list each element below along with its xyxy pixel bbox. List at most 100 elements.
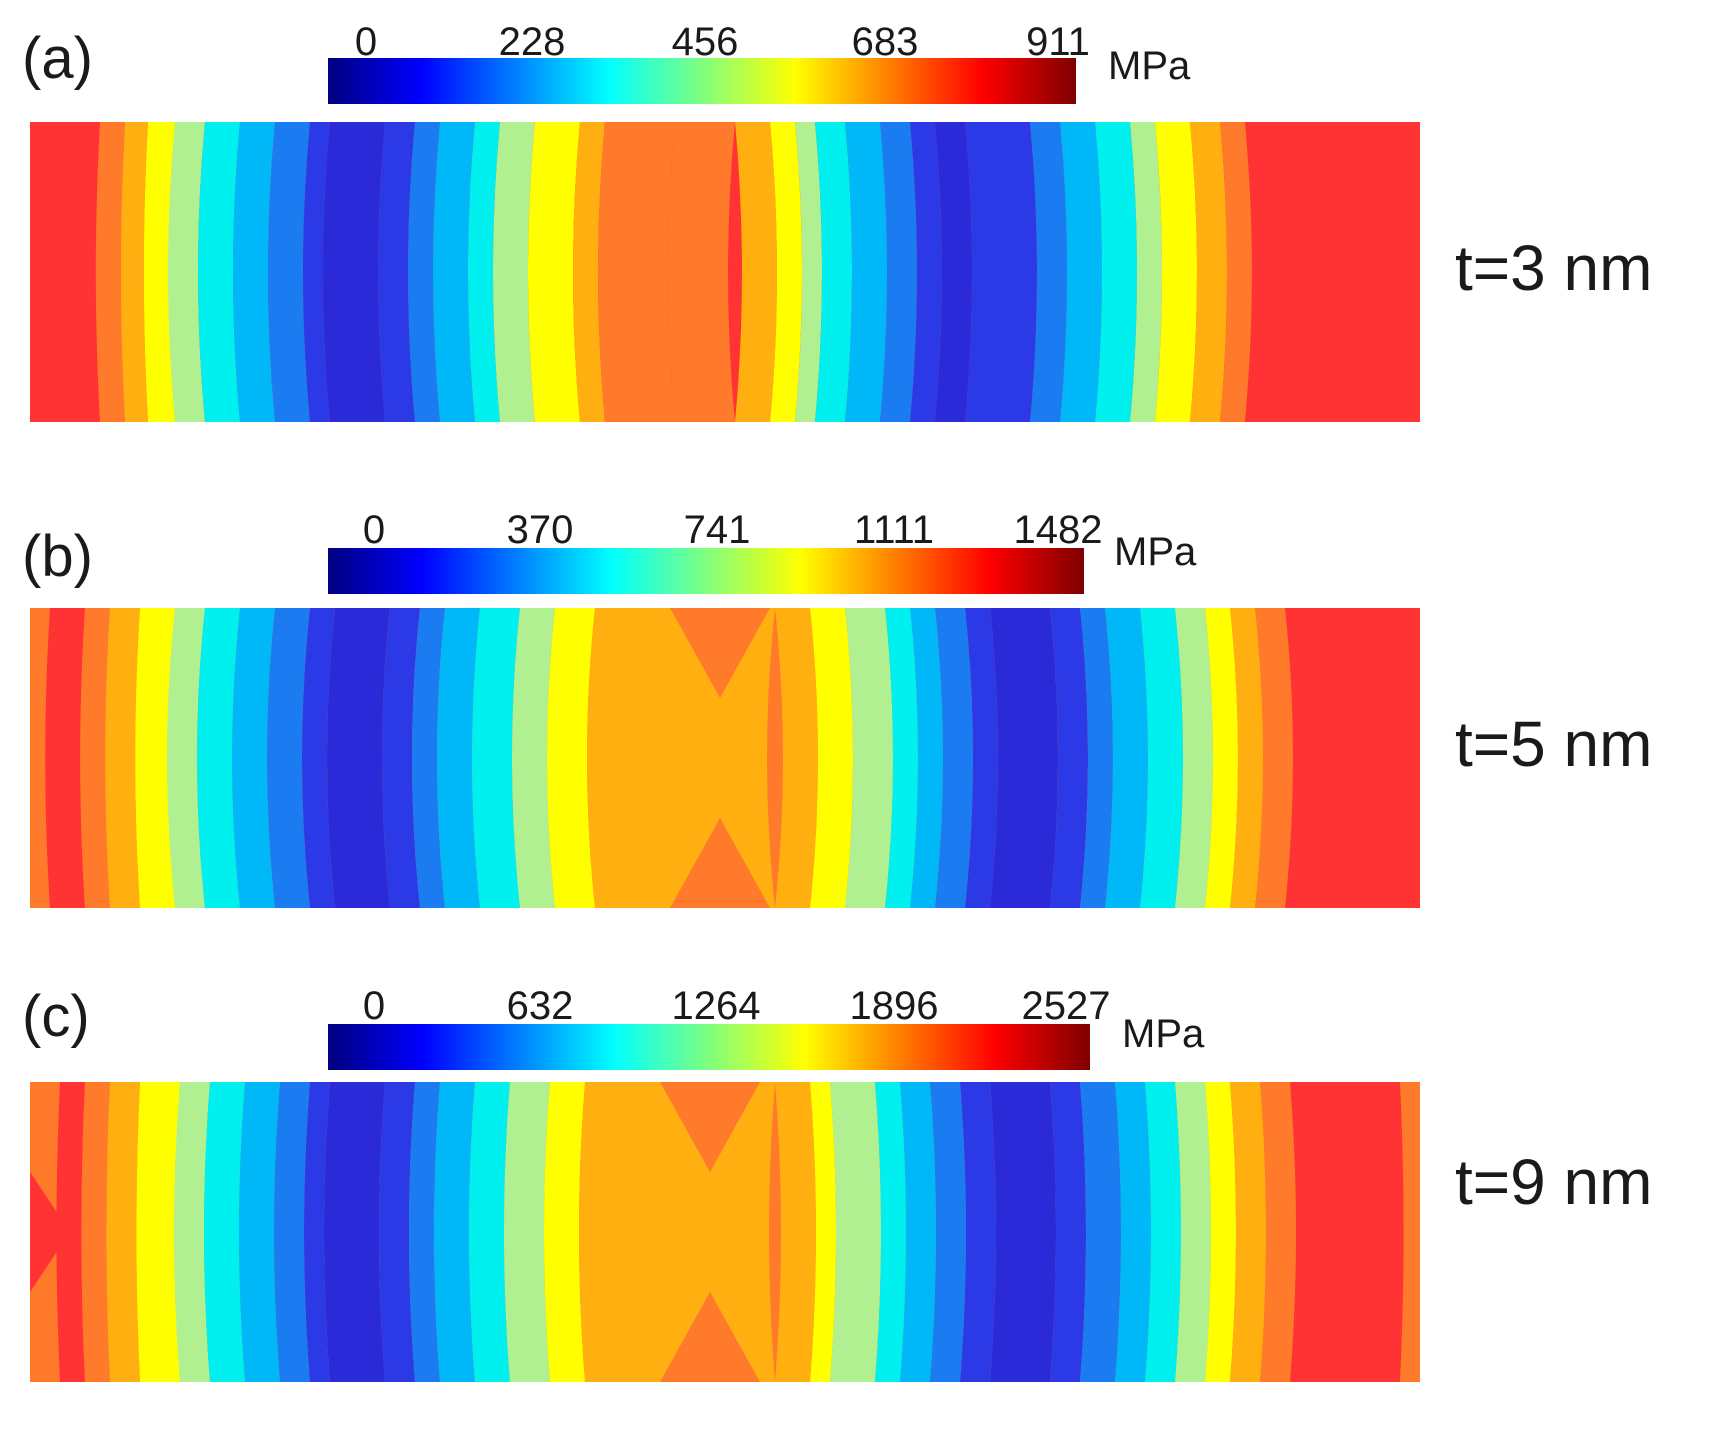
contour-band	[434, 1082, 475, 1382]
contour-band	[327, 608, 390, 908]
contour-band	[775, 608, 818, 908]
colorbar	[328, 58, 1076, 104]
contour-band	[1050, 608, 1088, 908]
contour-band	[408, 122, 440, 422]
contour-band	[1130, 122, 1162, 422]
contour-band	[136, 1082, 180, 1382]
stress-field	[30, 1082, 1420, 1382]
contour-band	[1080, 1082, 1121, 1382]
contour-band	[493, 122, 535, 422]
panel-a: (a) 0 228 456 683 911 MPa t=3 nm	[0, 0, 1721, 470]
contour-band	[875, 1082, 906, 1382]
contour-band	[80, 608, 110, 908]
contour-band	[197, 608, 240, 908]
contour-band	[1030, 122, 1067, 422]
contour-band	[1220, 122, 1252, 422]
contour-band	[1145, 1082, 1181, 1382]
contour-band	[1290, 1082, 1406, 1382]
contour-lobe	[30, 1172, 70, 1292]
colorbar-tick: 1111	[853, 508, 935, 552]
contour-band	[323, 122, 385, 422]
contour-band	[81, 1082, 110, 1382]
contour-band	[1245, 122, 1420, 422]
contour-band	[379, 1082, 415, 1382]
contour-band	[303, 122, 330, 422]
contour-band	[935, 122, 972, 422]
contour-band	[573, 122, 605, 422]
contour-band	[45, 608, 85, 908]
contour-band	[56, 1082, 85, 1382]
contour-band	[304, 1082, 330, 1382]
colorbar-tick: 911	[1026, 20, 1090, 64]
contour-band	[30, 122, 100, 422]
contour-band	[30, 608, 50, 908]
contour-band	[965, 608, 998, 908]
contour-band	[735, 122, 777, 422]
contour-band	[795, 122, 822, 422]
colorbar-tick: 1264	[671, 984, 761, 1028]
contour-band	[174, 1082, 210, 1382]
contour-band	[1115, 1082, 1151, 1382]
contour-band	[1190, 122, 1227, 422]
colorbar-unit: MPa	[1122, 1012, 1205, 1056]
contour-band	[512, 608, 555, 908]
contour-band	[268, 122, 310, 422]
contour-band	[274, 1082, 310, 1382]
contour-band	[810, 1082, 836, 1382]
contour-band	[1140, 608, 1183, 908]
colorbar	[328, 1024, 1090, 1070]
contour-band	[990, 608, 1058, 908]
colorbar-tick: 1482	[1013, 508, 1103, 552]
colorbar-tick: 456	[671, 20, 739, 64]
contour-band	[845, 122, 887, 422]
contour-band	[135, 608, 175, 908]
contour-band	[409, 1082, 440, 1382]
stress-contour	[30, 608, 1420, 908]
contour-band	[1060, 122, 1102, 422]
contour-band	[433, 122, 475, 422]
colorbar-tick: 0	[362, 984, 386, 1028]
colorbar-tick: 2527	[1021, 984, 1111, 1028]
contour-band	[1400, 1082, 1420, 1382]
colorbar-unit: MPa	[1108, 44, 1191, 88]
contour-band	[544, 1082, 585, 1382]
contour-band	[770, 122, 802, 422]
contour-band	[1175, 608, 1213, 908]
contour-band	[528, 122, 580, 422]
contour-band	[885, 608, 918, 908]
contour-band	[472, 608, 520, 908]
contour-band	[106, 1082, 140, 1382]
contour-band	[204, 1082, 245, 1382]
colorbar-gradient	[328, 548, 1084, 594]
contour-band	[468, 122, 500, 422]
contour-band	[815, 122, 852, 422]
colorbar-tick: 0	[354, 20, 378, 64]
contour-band	[1255, 608, 1293, 908]
colorbar-tick: 632	[506, 984, 574, 1028]
contour-band	[775, 1082, 816, 1382]
contour-band	[668, 122, 735, 422]
contour-lobe	[660, 1082, 760, 1172]
contour-band	[1230, 608, 1263, 908]
thickness-label: t=9 nm	[1455, 1146, 1653, 1218]
contour-band	[378, 122, 415, 422]
contour-band	[168, 122, 205, 422]
colorbar	[328, 548, 1084, 594]
contour-band	[105, 608, 140, 908]
panel-letter: (a)	[22, 26, 93, 91]
stress-field	[30, 608, 1420, 908]
contour-band	[143, 122, 175, 422]
contour-band	[547, 608, 595, 908]
thickness-label: t=5 nm	[1455, 708, 1653, 780]
contour-band	[1230, 1082, 1266, 1382]
contour-band	[1205, 608, 1238, 908]
contour-band	[198, 122, 240, 422]
contour-band	[1080, 608, 1113, 908]
contour-band	[935, 608, 973, 908]
contour-band	[1205, 1082, 1236, 1382]
contour-band	[965, 122, 1037, 422]
contour-band	[1260, 1082, 1296, 1382]
contour-band	[1050, 1082, 1086, 1382]
colorbar-tick: 741	[683, 508, 751, 552]
contour-band	[412, 608, 445, 908]
